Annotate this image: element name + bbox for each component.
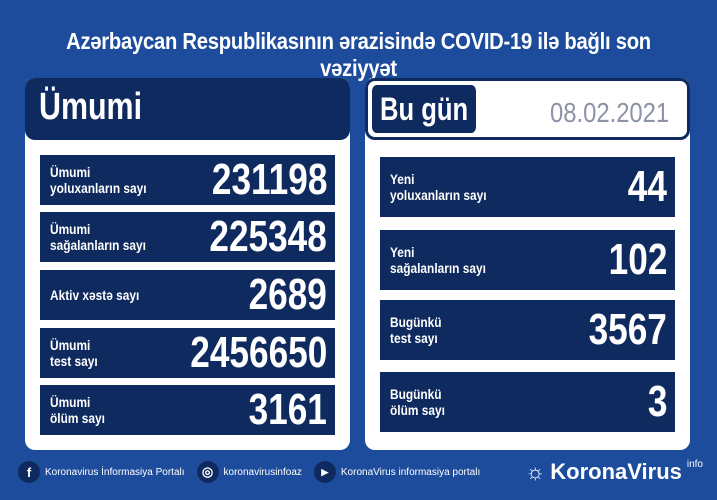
total-header: Ümumi (25, 78, 350, 140)
stat-label: Aktiv xəstə sayı (50, 287, 140, 303)
today-header: Bu gün 08.02.2021 (365, 78, 690, 140)
stat-row: Ümumi yoluxanların sayı 231198 (40, 155, 335, 205)
stat-value: 44 (627, 162, 667, 211)
logo-text: KoronaVirus (550, 459, 682, 484)
instagram-label: koronavirusinfoaz (223, 466, 302, 478)
stat-label: Yeni yoluxanların sayı (390, 171, 487, 203)
koronavirus-logo: ☼ KoronaVirus info (525, 459, 703, 485)
date: 08.02.2021 (549, 97, 669, 128)
stat-value: 3 (647, 377, 667, 426)
stat-value: 2689 (248, 270, 327, 319)
facebook-icon: f (18, 461, 40, 483)
stat-value: 231198 (211, 155, 327, 204)
stat-label: Yeni sağalanların sayı (390, 244, 486, 276)
today-panel: Bu gün 08.02.2021 Yeni yoluxanların sayı… (365, 78, 690, 450)
stat-label: Ümumi ölüm sayı (50, 394, 105, 426)
stat-row: Ümumi test sayı 2456650 (40, 328, 335, 378)
stat-value: 102 (608, 235, 667, 284)
page-title: Azərbaycan Respublikasının ərazisində CO… (66, 28, 651, 81)
stat-value: 3567 (588, 305, 667, 354)
today-heading: Bu gün (372, 85, 477, 133)
stat-row: Yeni sağalanların sayı 102 (380, 230, 675, 290)
total-panel: Ümumi Ümumi yoluxanların sayı 231198 Ümum… (25, 78, 350, 450)
footer: f Koronavirus İnformasiya Portalı ◎ korona… (18, 456, 703, 488)
facebook-link[interactable]: f Koronavirus İnformasiya Portalı (18, 461, 185, 483)
stat-value: 3161 (248, 385, 327, 434)
stat-row: Yeni yoluxanların sayı 44 (380, 157, 675, 217)
stat-value: 225348 (209, 212, 327, 261)
stat-label: Ümumi test sayı (50, 337, 98, 369)
stat-label: Ümumi sağalanların sayı (50, 221, 146, 253)
stat-row: Aktiv xəstə sayı 2689 (40, 270, 335, 320)
stat-row: Bugünkü test sayı 3567 (380, 300, 675, 360)
stat-row: Bugünkü ölüm sayı 3 (380, 372, 675, 432)
virus-icon: ☼ (525, 459, 546, 484)
total-heading: Ümumi (39, 86, 143, 128)
facebook-label: Koronavirus İnformasiya Portalı (45, 466, 185, 478)
stat-value: 2456650 (189, 328, 327, 377)
youtube-icon: ▶ (313, 461, 336, 483)
stat-label: Ümumi yoluxanların sayı (50, 164, 147, 196)
instagram-icon: ◎ (196, 461, 219, 483)
stat-row: Ümumi sağalanların sayı 225348 (40, 212, 335, 262)
stat-row: Ümumi ölüm sayı 3161 (40, 385, 335, 435)
youtube-link[interactable]: ▶ KoronaVirus informasiya portalı (313, 461, 481, 483)
youtube-label: KoronaVirus informasiya portalı (340, 466, 481, 478)
instagram-link[interactable]: ◎ koronavirusinfoaz (196, 461, 302, 483)
logo-sup: info (686, 459, 703, 470)
stat-label: Bugünkü ölüm sayı (390, 386, 445, 418)
stat-label: Bugünkü test sayı (390, 314, 442, 346)
